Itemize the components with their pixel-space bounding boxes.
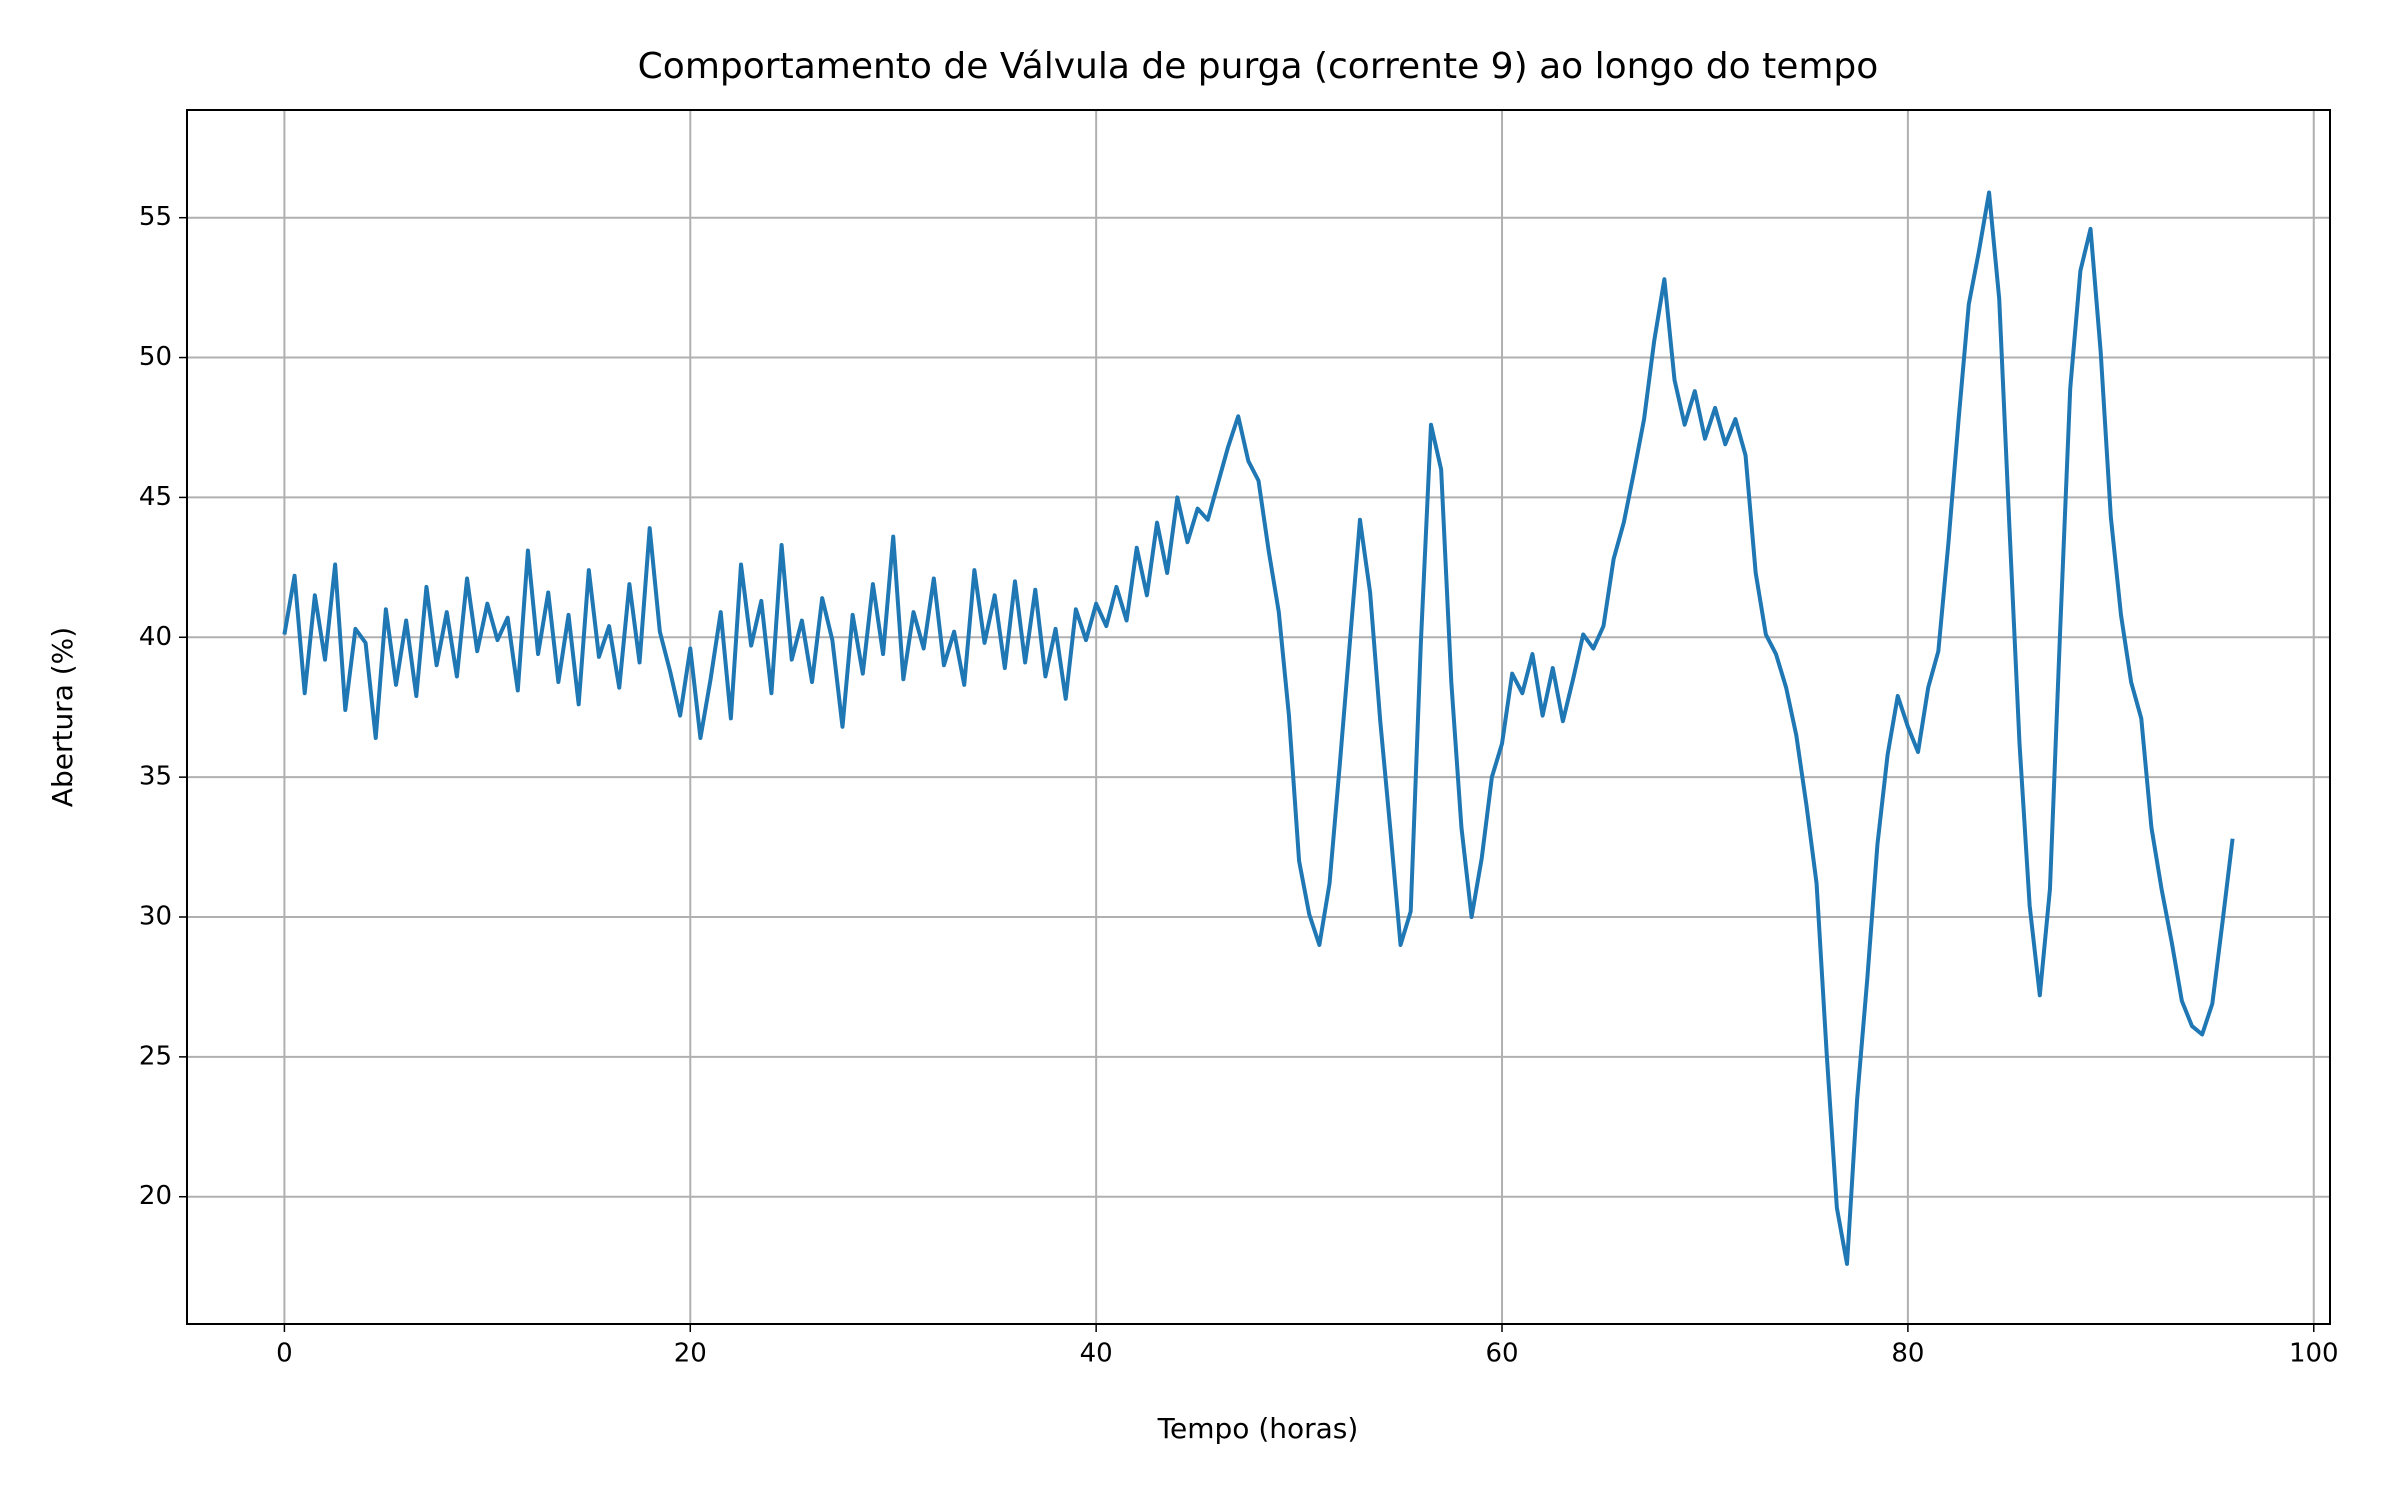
y-tick-label: 30 — [139, 902, 172, 932]
x-tick-label: 0 — [276, 1339, 293, 1369]
x-tick-label: 40 — [1080, 1339, 1113, 1369]
y-tick-label: 35 — [139, 762, 172, 792]
y-tick-label: 45 — [139, 482, 172, 512]
y-tick-label: 25 — [139, 1041, 172, 1071]
data-line — [282, 190, 2235, 1266]
x-tick-label: 80 — [1891, 1339, 1924, 1369]
x-tick-label: 100 — [2289, 1339, 2339, 1369]
chart-title: Comportamento de Válvula de purga (corre… — [638, 46, 1879, 87]
x-tick-label: 20 — [674, 1339, 707, 1369]
plot-frame — [186, 109, 2331, 1325]
x-axis-label: Tempo (horas) — [1157, 1412, 1359, 1445]
y-axis-label: Abertura (%) — [46, 627, 79, 807]
x-tick-label: 60 — [1485, 1339, 1518, 1369]
y-tick-label: 40 — [139, 622, 172, 652]
y-tick-label: 50 — [139, 342, 172, 372]
y-tick-label: 20 — [139, 1181, 172, 1211]
y-tick-label: 55 — [139, 202, 172, 232]
